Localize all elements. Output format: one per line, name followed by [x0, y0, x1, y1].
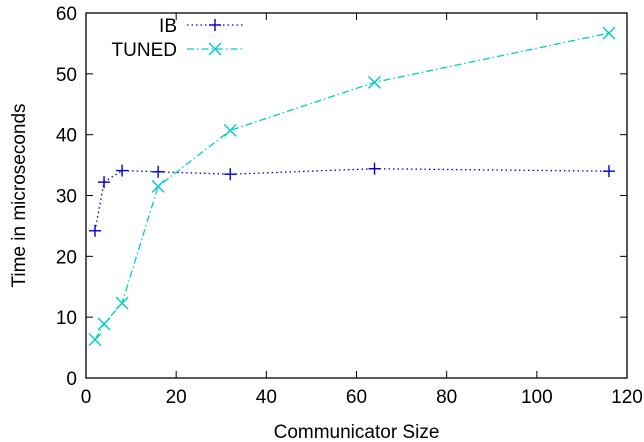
y-tick-label: 20	[56, 247, 77, 268]
series-ib	[89, 162, 615, 237]
y-axis-title: Time in microseconds	[9, 103, 30, 287]
plus-marker	[98, 176, 111, 189]
plot-frame	[85, 12, 628, 379]
y-tick-label: 10	[56, 308, 77, 329]
series-line	[94, 168, 609, 231]
plus-marker	[368, 162, 381, 175]
plus-marker	[209, 19, 221, 31]
cross-marker	[368, 75, 382, 89]
plus-marker	[152, 165, 165, 178]
cross-marker	[223, 123, 237, 137]
cross-marker	[208, 42, 222, 56]
y-tick-label: 60	[56, 4, 77, 25]
plus-marker	[116, 164, 129, 177]
series-line	[94, 32, 610, 341]
x-tick-label: 40	[256, 387, 277, 408]
cross-marker	[115, 296, 129, 310]
y-tick-label: 30	[56, 187, 77, 208]
x-tick-label: 80	[436, 387, 457, 408]
x-tick-label: 100	[521, 387, 553, 408]
x-tick-label: 20	[166, 387, 187, 408]
legend-label: IB	[159, 16, 177, 37]
legend-item: TUNED	[112, 40, 243, 61]
x-axis-title: Communicator Size	[274, 422, 440, 442]
legend-item: IB	[159, 16, 243, 37]
legend-label: TUNED	[112, 40, 177, 61]
legend: IB TUNED	[112, 16, 243, 61]
series-tuned	[88, 26, 616, 347]
cross-marker	[602, 26, 616, 40]
cross-marker	[88, 333, 102, 347]
plus-marker	[602, 165, 615, 178]
x-tick-label: 60	[346, 387, 367, 408]
ticks-layer: 0 20 40 60 80 100 120 0 10 20 30 40 50 60	[56, 4, 643, 408]
x-tick-label: 120	[611, 387, 643, 408]
series-layer	[88, 26, 616, 347]
x-tick-label: 0	[81, 387, 92, 408]
cross-marker	[151, 179, 165, 193]
y-tick-label: 50	[56, 65, 77, 86]
plus-marker	[89, 224, 102, 237]
y-tick-label: 0	[66, 369, 77, 390]
y-tick-label: 40	[56, 126, 77, 147]
plus-marker	[224, 168, 237, 181]
cross-marker	[97, 317, 111, 331]
